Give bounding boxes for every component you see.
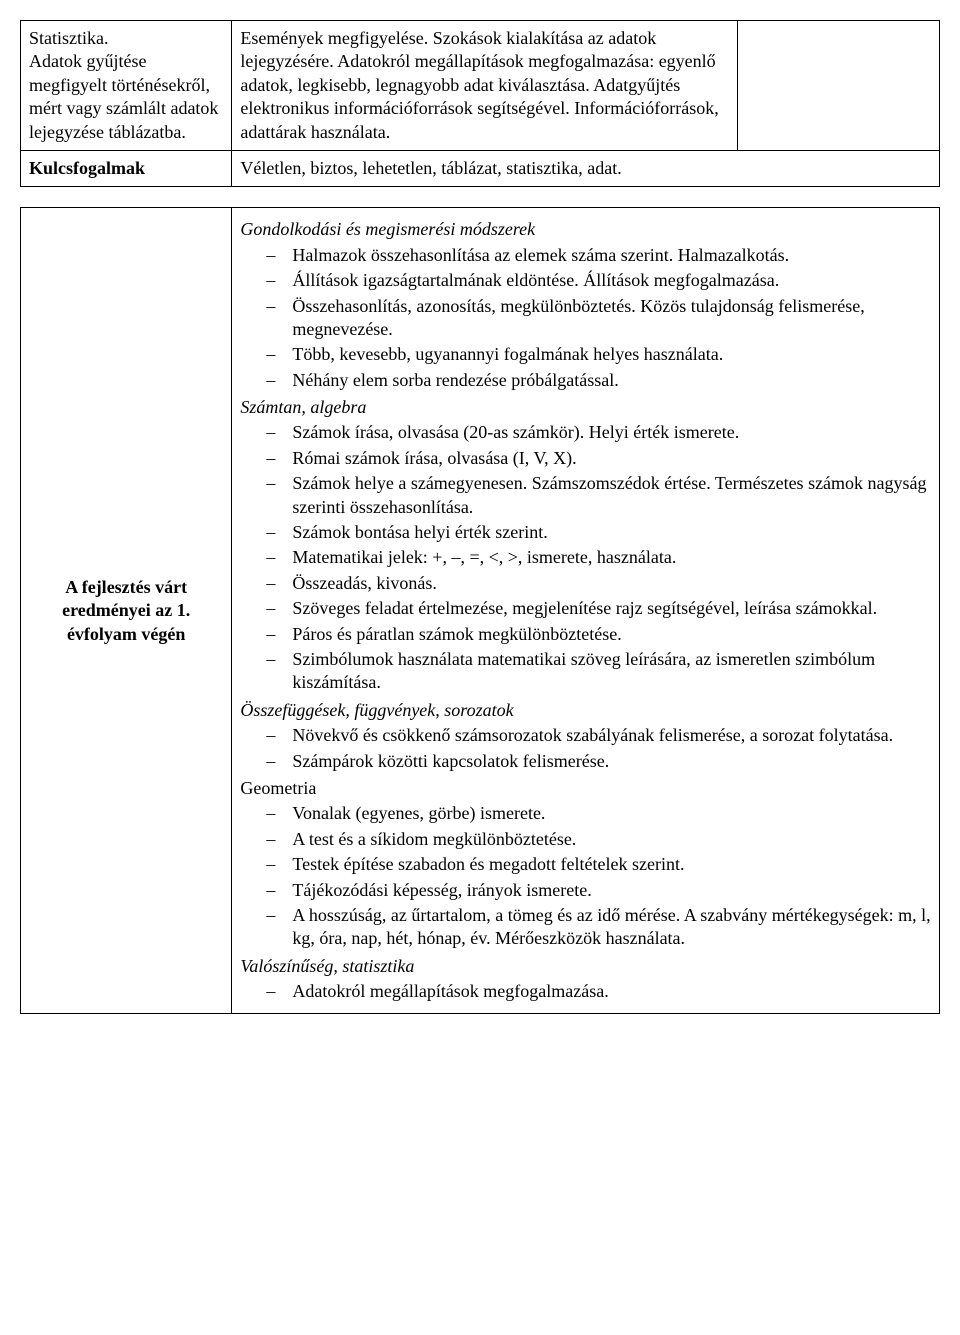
list-item: Tájékozódási képesség, irányok ismerete.: [266, 879, 931, 902]
list-item: Néhány elem sorba rendezése próbálgatáss…: [266, 369, 931, 392]
outcomes-table: A fejlesztés várt eredményei az 1. évfol…: [20, 207, 940, 1014]
list-item: Több, kevesebb, ugyanannyi fogalmának he…: [266, 343, 931, 366]
list-item: Növekvő és csökkenő számsorozatok szabál…: [266, 724, 931, 747]
section-list: Adatokról megállapítások megfogalmazása.: [266, 980, 931, 1003]
table-row: A fejlesztés várt eredményei az 1. évfol…: [21, 208, 940, 1014]
list-item: A hosszúság, az űrtartalom, a tömeg és a…: [266, 904, 931, 951]
list-item: Adatokról megállapítások megfogalmazása.: [266, 980, 931, 1003]
list-item: Számpárok közötti kapcsolatok felismerés…: [266, 750, 931, 773]
section-list: Számok írása, olvasása (20-as számkör). …: [266, 421, 931, 694]
list-item: Római számok írása, olvasása (I, V, X).: [266, 447, 931, 470]
cell-right: [737, 21, 939, 151]
list-item: Számok bontása helyi érték szerint.: [266, 521, 931, 544]
list-item: Állítások igazságtartalmának eldöntése. …: [266, 269, 931, 292]
list-item: A test és a síkidom megkülönböztetése.: [266, 828, 931, 851]
list-item: Halmazok összehasonlítása az elemek szám…: [266, 244, 931, 267]
list-item: Számok helye a számegyenesen. Számszomsz…: [266, 472, 931, 519]
section-title: Valószínűség, statisztika: [240, 955, 931, 978]
section-title: Gondolkodási és megismerési módszerek: [240, 218, 931, 241]
list-item: Matematikai jelek: +, –, =, <, >, ismere…: [266, 546, 931, 569]
table-row: Kulcsfogalmak Véletlen, biztos, lehetetl…: [21, 150, 940, 186]
cell-left: Statisztika. Adatok gyűjtése megfigyelt …: [21, 21, 232, 151]
outcomes-content: Gondolkodási és megismerési módszerek Ha…: [232, 208, 940, 1014]
outcomes-label: A fejlesztés várt eredményei az 1. évfol…: [21, 208, 232, 1014]
list-item: Testek építése szabadon és megadott felt…: [266, 853, 931, 876]
keywords-label: Kulcsfogalmak: [21, 150, 232, 186]
section-list: Halmazok összehasonlítása az elemek szám…: [266, 244, 931, 392]
top-table: Statisztika. Adatok gyűjtése megfigyelt …: [20, 20, 940, 187]
list-item: Számok írása, olvasása (20-as számkör). …: [266, 421, 931, 444]
table-row: Statisztika. Adatok gyűjtése megfigyelt …: [21, 21, 940, 151]
list-item: Páros és páratlan számok megkülönbözteté…: [266, 623, 931, 646]
cell-mid: Események megfigyelése. Szokások kialakí…: [232, 21, 737, 151]
section-title: Összefüggések, függvények, sorozatok: [240, 699, 931, 722]
section-title: Számtan, algebra: [240, 396, 931, 419]
section-list: Növekvő és csökkenő számsorozatok szabál…: [266, 724, 931, 773]
section-list: Vonalak (egyenes, görbe) ismerete. A tes…: [266, 802, 931, 950]
keywords-value: Véletlen, biztos, lehetetlen, táblázat, …: [232, 150, 940, 186]
list-item: Szimbólumok használata matematikai szöve…: [266, 648, 931, 695]
list-item: Szöveges feladat értelmezése, megjelenít…: [266, 597, 931, 620]
list-item: Összehasonlítás, azonosítás, megkülönböz…: [266, 295, 931, 342]
list-item: Összeadás, kivonás.: [266, 572, 931, 595]
section-title: Geometria: [240, 777, 931, 800]
list-item: Vonalak (egyenes, görbe) ismerete.: [266, 802, 931, 825]
